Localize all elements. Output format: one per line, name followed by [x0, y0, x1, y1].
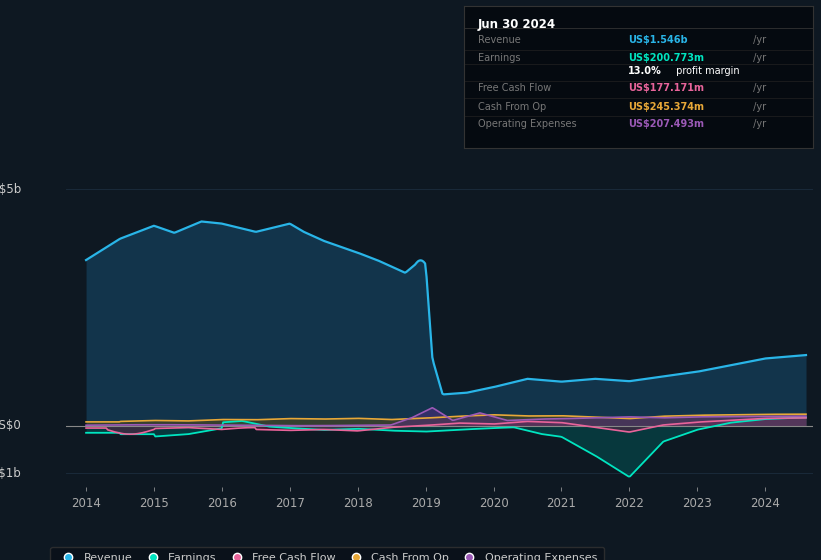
- Text: Revenue: Revenue: [478, 35, 521, 45]
- Text: 13.0%: 13.0%: [628, 66, 662, 76]
- Text: Cash From Op: Cash From Op: [478, 102, 546, 112]
- Text: US$0: US$0: [0, 419, 21, 432]
- Text: US$5b: US$5b: [0, 183, 21, 195]
- Text: profit margin: profit margin: [673, 66, 740, 76]
- Text: Free Cash Flow: Free Cash Flow: [478, 83, 551, 94]
- Legend: Revenue, Earnings, Free Cash Flow, Cash From Op, Operating Expenses: Revenue, Earnings, Free Cash Flow, Cash …: [51, 547, 603, 560]
- Text: -US$1b: -US$1b: [0, 466, 21, 479]
- Text: US$1.546b: US$1.546b: [628, 35, 687, 45]
- Text: /yr: /yr: [750, 83, 766, 94]
- Text: /yr: /yr: [750, 53, 766, 63]
- Text: Earnings: Earnings: [478, 53, 521, 63]
- Text: Jun 30 2024: Jun 30 2024: [478, 18, 556, 31]
- Text: /yr: /yr: [750, 35, 766, 45]
- Text: /yr: /yr: [750, 102, 766, 112]
- Text: US$177.171m: US$177.171m: [628, 83, 704, 94]
- Text: US$207.493m: US$207.493m: [628, 119, 704, 129]
- Text: /yr: /yr: [750, 119, 766, 129]
- Text: Operating Expenses: Operating Expenses: [478, 119, 576, 129]
- Text: US$245.374m: US$245.374m: [628, 102, 704, 112]
- Text: US$200.773m: US$200.773m: [628, 53, 704, 63]
